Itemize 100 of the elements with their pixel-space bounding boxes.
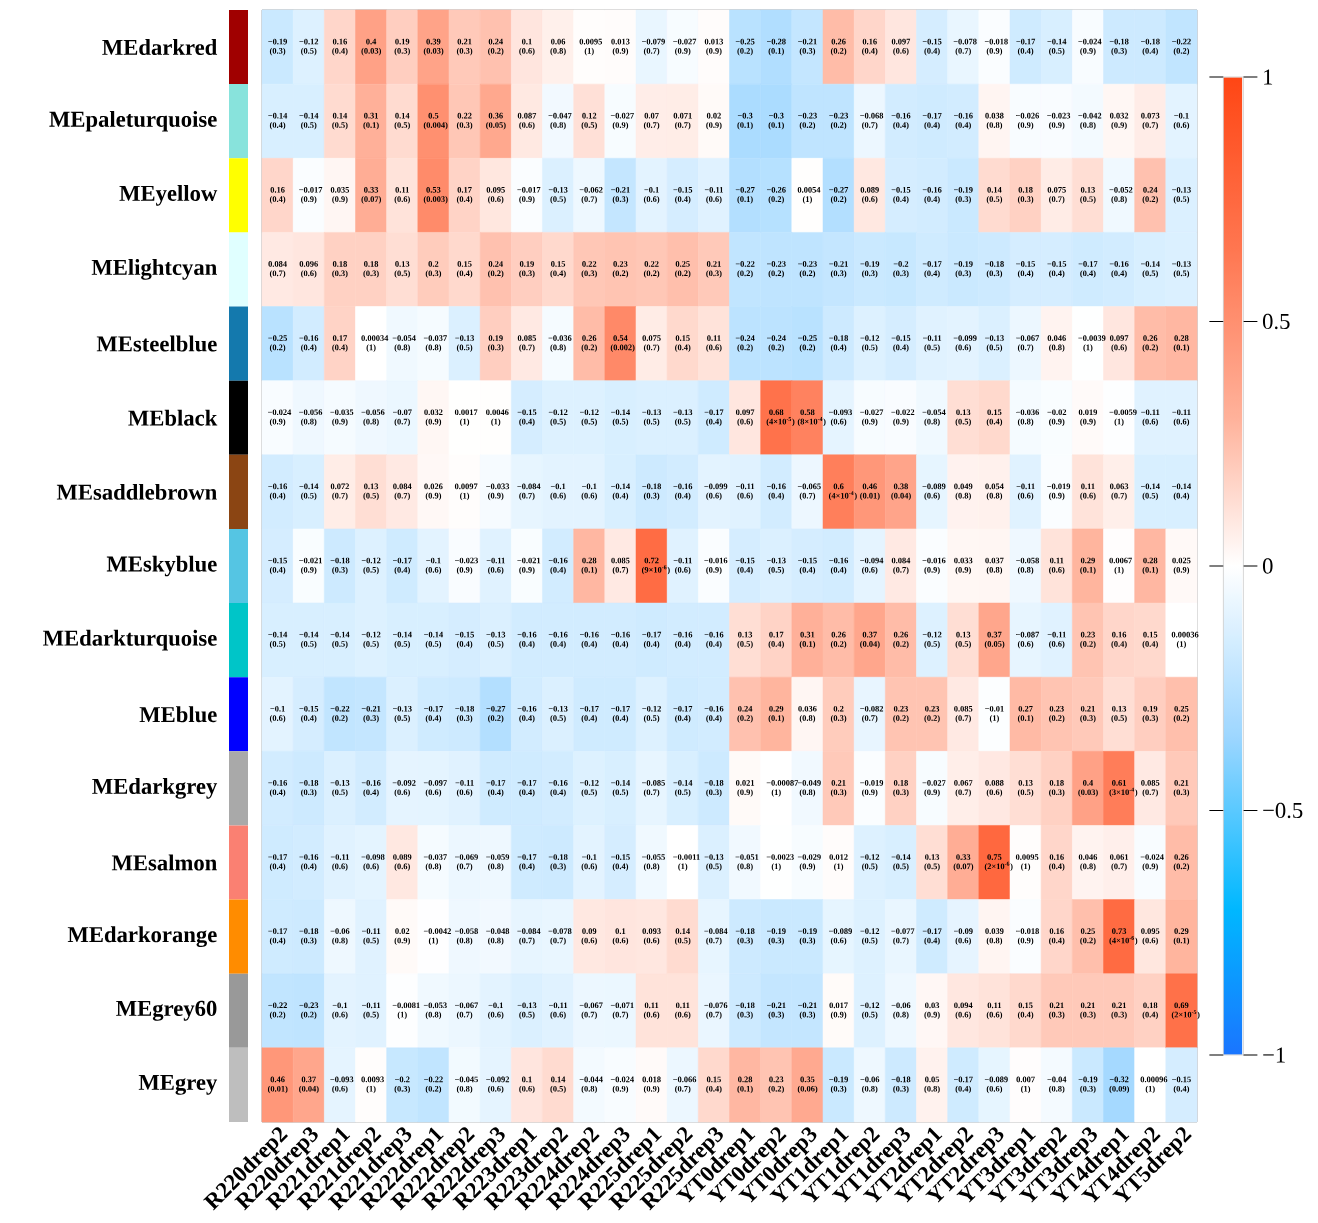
data-label: −0.098 (0.6) bbox=[361, 854, 385, 871]
data-label: −0.17 (0.4) bbox=[953, 1076, 973, 1094]
data-label: 0.69 (2×10$^{-5}$) bbox=[1171, 1002, 1200, 1020]
data-label: −0.21 (0.3) bbox=[798, 38, 817, 56]
data-label: 0.0095 (1) bbox=[1015, 854, 1039, 871]
data-label: −0.097 (0.6) bbox=[423, 780, 447, 797]
data-label: 0.017 (0.9) bbox=[829, 1002, 848, 1020]
data-label: 0.085 (0.7) bbox=[611, 557, 630, 575]
data-label: 0.21 (0.3) bbox=[1049, 1002, 1065, 1020]
data-label: −0.00087 (1) bbox=[766, 780, 799, 797]
data-label: 0.035 (0.9) bbox=[330, 186, 350, 204]
color-bar-label: −0.5 bbox=[1263, 802, 1303, 819]
data-label: 0.72 (9×10$^{-6}$) bbox=[641, 557, 670, 575]
data-label: 0.31 (0.1) bbox=[363, 112, 379, 130]
data-label: −0.16 (0.4) bbox=[268, 780, 288, 797]
data-label: −0.21 (0.3) bbox=[361, 705, 381, 723]
data-label: −0.18 (0.3) bbox=[299, 780, 319, 797]
data-label: −0.062 (0.7) bbox=[579, 186, 603, 204]
data-label: 0.1 (0.6) bbox=[519, 38, 535, 56]
data-label: 0.07 (0.7) bbox=[643, 112, 660, 130]
data-label: 0.097 (0.6) bbox=[891, 38, 911, 56]
data-label: −0.019 (0.9) bbox=[860, 780, 884, 797]
data-label: 0.17 (0.4) bbox=[768, 631, 784, 649]
data-label: 0.29 (0.1) bbox=[768, 705, 784, 723]
data-label: 0.089 (0.6) bbox=[860, 186, 879, 204]
data-label: 0.14 (0.5) bbox=[675, 928, 691, 946]
data-label: 0.28 (0.1) bbox=[737, 1076, 753, 1094]
data-label: 0.16 (0.4) bbox=[269, 186, 286, 204]
data-label: −0.14 (0.5) bbox=[673, 780, 693, 797]
data-label: −0.17 (0.4) bbox=[1078, 261, 1098, 278]
data-label: −0.06 (0.8) bbox=[330, 928, 350, 946]
data-label: −0.13 (0.5) bbox=[330, 780, 350, 797]
data-label: 0.22 (0.3) bbox=[456, 112, 473, 130]
data-label: −0.1 (0.6) bbox=[1173, 112, 1190, 130]
data-label: −0.14 (0.4) bbox=[1172, 483, 1192, 501]
data-label: −0.28 (0.1) bbox=[766, 38, 786, 56]
data-label: −0.19 (0.3) bbox=[953, 261, 973, 278]
data-label: −0.0042 (1) bbox=[423, 928, 451, 946]
data-label: −0.19 (0.3) bbox=[1078, 1076, 1098, 1094]
data-label: −0.17 (0.4) bbox=[673, 705, 693, 723]
data-label: −0.17 (0.4) bbox=[486, 780, 506, 797]
data-label: −0.2 (0.3) bbox=[893, 261, 909, 278]
data-label: −0.078 (0.7) bbox=[548, 928, 572, 946]
data-label: 0.21 (0.3) bbox=[830, 780, 847, 797]
data-label: −0.17 (0.4) bbox=[922, 928, 942, 946]
data-label: −0.14 (0.5) bbox=[1140, 261, 1160, 278]
data-label: −0.12 (0.5) bbox=[860, 928, 880, 946]
data-label: 0.6 (4×10$^{-4}$) bbox=[828, 483, 857, 501]
data-label: 0.31 (0.1) bbox=[799, 631, 816, 649]
data-label: −0.13 (0.5) bbox=[517, 1002, 537, 1020]
data-label: −0.16 (0.4) bbox=[673, 631, 693, 649]
data-label: −0.21 (0.3) bbox=[766, 1002, 786, 1020]
data-label: −0.15 (0.4) bbox=[891, 186, 911, 204]
data-label: −0.14 (0.4) bbox=[611, 483, 631, 501]
data-label: −0.15 (0.4) bbox=[1016, 261, 1036, 278]
data-label: 0.0046 (1) bbox=[486, 409, 509, 427]
data-label: −0.16 (0.4) bbox=[299, 335, 319, 352]
y-tick-label: MElightcyan bbox=[91, 259, 217, 280]
data-label: 0.25 (0.2) bbox=[1173, 705, 1190, 723]
data-label: 0.37 (0.04) bbox=[299, 1076, 319, 1094]
data-label: −0.059 (0.8) bbox=[486, 854, 510, 871]
data-label: −0.016 (0.9) bbox=[704, 557, 728, 575]
data-label: 0.24 (0.2) bbox=[488, 38, 504, 56]
data-label: −0.12 (0.5) bbox=[642, 705, 661, 723]
data-label: −0.084 (0.7) bbox=[517, 928, 541, 946]
data-label: −0.23 (0.2) bbox=[829, 112, 849, 130]
data-label: −0.12 (0.5) bbox=[860, 854, 880, 871]
data-label: −0.042 (0.8) bbox=[1078, 112, 1102, 130]
data-label: −0.27 (0.2) bbox=[486, 705, 506, 723]
data-label: −0.27 (0.2) bbox=[829, 186, 849, 204]
y-tick-label: MEdarkturquoise bbox=[43, 629, 217, 651]
data-label: 0.084 (0.7) bbox=[393, 483, 412, 501]
data-label: 0.2 (0.3) bbox=[425, 261, 442, 278]
data-label: −0.24 (0.2) bbox=[766, 335, 786, 352]
data-label: −0.077 (0.7) bbox=[891, 928, 915, 946]
data-label: 0.097 (0.6) bbox=[735, 409, 755, 427]
data-label: −0.11 (0.6) bbox=[549, 1002, 568, 1020]
y-tick-label: MEsaddlebrown bbox=[56, 483, 217, 500]
data-label: 0.16 (0.4) bbox=[1049, 928, 1065, 946]
data-label: 0.24 (0.2) bbox=[1142, 186, 1158, 204]
data-label: 0.54 (0.002) bbox=[610, 335, 635, 352]
data-label: 0.13 (0.5) bbox=[737, 631, 753, 649]
data-label: −0.13 (0.5) bbox=[766, 557, 786, 575]
data-label: 0.072 (0.7) bbox=[330, 483, 350, 501]
data-label: −0.17 (0.4) bbox=[392, 557, 412, 575]
data-label: −0.078 (0.7) bbox=[953, 38, 977, 56]
data-label: −0.087 (0.6) bbox=[1016, 631, 1040, 649]
data-label: −0.1 (0.6) bbox=[332, 1002, 348, 1020]
data-label: −0.17 (0.4) bbox=[517, 854, 537, 871]
data-label: −0.15 (0.4) bbox=[735, 557, 755, 575]
data-label: −0.25 (0.2) bbox=[735, 38, 755, 56]
data-label: 0.13 (0.5) bbox=[1080, 186, 1096, 204]
y-tick-label: MEyellow bbox=[119, 185, 218, 206]
data-label: −0.12 (0.5) bbox=[299, 38, 319, 56]
data-label: 0.24 (0.2) bbox=[488, 261, 504, 278]
data-label: −0.045 (0.8) bbox=[455, 1076, 478, 1094]
data-label: −0.018 (0.9) bbox=[1016, 928, 1040, 946]
data-label: −0.16 (0.4) bbox=[766, 483, 786, 501]
data-label: 0.23 (0.2) bbox=[1080, 631, 1096, 649]
data-label: −0.14 (0.5) bbox=[611, 409, 631, 427]
